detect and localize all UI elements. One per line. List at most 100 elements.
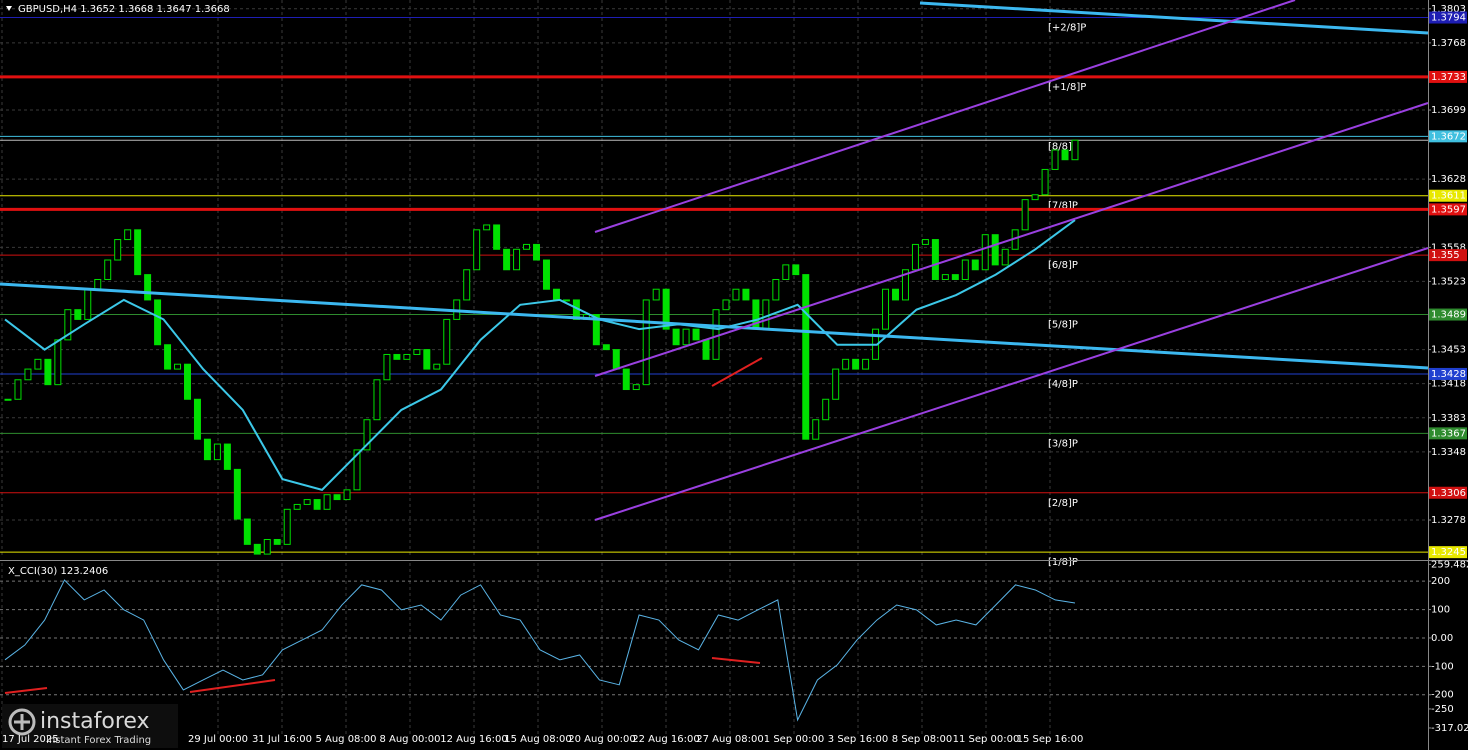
candle	[164, 344, 172, 370]
candle	[802, 274, 810, 440]
candle	[203, 438, 211, 461]
axis-layer: 1.3803 1.3768 1.3699 1.3628 1.3558 1.3523 1.34…	[2, 4, 1468, 745]
chart-title: GBPUSD,H4 1.3652 1.3668 1.3647 1.3668	[18, 4, 230, 15]
candle	[413, 349, 421, 355]
y-tick-label: 1.3418	[1431, 379, 1466, 390]
level-box	[1429, 11, 1467, 24]
divergence-line	[4, 687, 48, 694]
candle	[792, 264, 800, 276]
candle	[971, 259, 979, 271]
level-label: [4/8]P	[1048, 379, 1078, 390]
candle	[892, 288, 899, 301]
candle	[542, 259, 550, 290]
level-value: 1.3245	[1431, 547, 1466, 558]
candle	[24, 368, 32, 381]
candle	[822, 398, 830, 421]
candle	[722, 299, 730, 311]
candle	[692, 328, 700, 341]
candle	[403, 353, 411, 360]
watermark-bg	[2, 704, 178, 748]
indicator-title: X_CCI(30) 123.2406	[8, 566, 108, 577]
cci-tick-label: -250	[1431, 704, 1454, 715]
candle	[782, 264, 790, 280]
x-tick-label: 3 Sep 16:00	[828, 734, 888, 745]
candle	[642, 299, 650, 386]
channel-line	[594, 102, 1429, 377]
candle	[84, 288, 92, 320]
candle	[931, 239, 939, 280]
x-tick-label: 8 Sep 08:00	[892, 734, 952, 745]
candle	[533, 243, 541, 261]
y-tick-label: 1.3383	[1431, 413, 1466, 424]
level-value: 1.3733	[1431, 72, 1466, 83]
level-box	[1429, 546, 1467, 559]
level-box	[1429, 367, 1467, 380]
cci-tick-label: 0.00	[1431, 633, 1453, 644]
candle	[592, 314, 600, 346]
level-label: [8/8]P	[1048, 141, 1078, 152]
watermark-logo	[8, 708, 36, 736]
x-tick-label: 17 Jul 2025	[2, 734, 59, 745]
divergence-line	[711, 357, 763, 387]
candle	[632, 384, 640, 391]
candle	[951, 274, 959, 280]
cci-tick-label: -200	[1431, 690, 1454, 701]
watermark-tagline: Instant Forex Trading	[46, 735, 151, 746]
level-label: [6/8]P	[1048, 260, 1078, 271]
candle	[493, 224, 501, 250]
candle	[243, 518, 251, 545]
candle	[1041, 168, 1049, 196]
candle	[34, 358, 42, 370]
x-tick-label: 29 Jul 00:00	[188, 734, 248, 745]
candle	[443, 318, 451, 365]
candle	[253, 543, 261, 555]
y-tick-label: 1.3699	[1431, 105, 1466, 116]
level-label: [+2/8]P	[1048, 23, 1086, 34]
candle	[283, 508, 291, 545]
level-value: 1.3306	[1431, 488, 1466, 499]
channel-line	[594, 247, 1429, 521]
candle	[233, 468, 241, 520]
candle	[1021, 199, 1029, 231]
candle	[94, 278, 102, 290]
x-tick-label: 12 Aug 16:00	[440, 734, 507, 745]
menu-icon	[6, 6, 12, 11]
level-label: [+1/8]P	[1048, 82, 1086, 93]
trend-line	[0, 282, 1429, 370]
cci-line	[4, 579, 1076, 722]
candle	[682, 328, 690, 346]
candle	[383, 353, 391, 381]
candle	[393, 353, 401, 360]
candle	[732, 288, 740, 301]
candle	[433, 363, 441, 370]
level-box	[1429, 427, 1467, 440]
cci-tick-label: 100	[1431, 605, 1450, 616]
level-box	[1429, 189, 1467, 202]
trend-line	[919, 1, 1429, 35]
y-tick-label: 1.3768	[1431, 38, 1466, 49]
level-value: 1.3794	[1431, 13, 1466, 24]
grid-layer	[0, 0, 1428, 735]
candle	[144, 274, 152, 301]
level-value: 1.3597	[1431, 204, 1466, 215]
candle	[742, 288, 750, 301]
level-label: [2/8]P	[1048, 498, 1078, 509]
candle	[852, 358, 860, 370]
candle	[961, 259, 969, 280]
y-tick-label: 1.3453	[1431, 345, 1466, 356]
candle	[991, 234, 999, 266]
candle	[483, 224, 491, 231]
cci-tick-label: -317.0218	[1431, 723, 1468, 734]
cci-tick-label: -100	[1431, 661, 1454, 672]
candle	[1001, 248, 1009, 266]
levels-layer: [+2/8]P [+1/8]P [8/8]P [7/8]P [6/8]P [5/8]P [4…	[0, 17, 1428, 568]
candle	[622, 368, 630, 391]
cci-tick-label: 200	[1431, 576, 1450, 587]
level-box	[1429, 249, 1467, 262]
candle	[184, 363, 191, 400]
level-box	[1429, 70, 1467, 83]
candle	[333, 494, 341, 501]
